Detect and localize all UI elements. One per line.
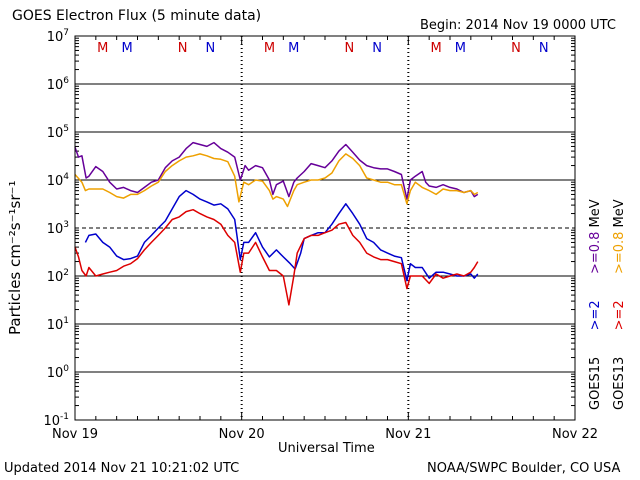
- x-tick-label: Nov 21: [385, 427, 431, 442]
- x-tick-labels: Nov 19 Nov 20 Nov 21 Nov 22: [52, 427, 598, 442]
- event-marker: M: [431, 41, 442, 56]
- event-marker: N: [511, 41, 521, 56]
- x-tick-label: Nov 19: [52, 427, 98, 442]
- event-marker: N: [178, 41, 188, 56]
- event-marker: N: [206, 41, 216, 56]
- series-line-3: [74, 208, 479, 306]
- series-line-0: [74, 141, 479, 200]
- legend-goes13-unit: MeV: [612, 199, 627, 228]
- event-marker: N: [372, 41, 382, 56]
- y-tick-label: 106: [47, 76, 70, 93]
- legend-goes13-sat: GOES13: [612, 356, 627, 410]
- y-tick-label: 107: [47, 28, 69, 45]
- event-marker: M: [264, 41, 275, 56]
- y-tick-label: 103: [47, 220, 69, 237]
- event-marker: M: [455, 41, 466, 56]
- y-tick-label: 10-1: [43, 412, 69, 429]
- event-marker: N: [539, 41, 549, 56]
- updated-time: Updated 2014 Nov 21 10:21:02 UTC: [4, 461, 240, 476]
- series-lines: [74, 141, 479, 306]
- series-line-1: [74, 153, 479, 208]
- gridlines: [75, 83, 575, 373]
- y-axis-label: Particles cm⁻²s⁻¹sr⁻¹: [6, 180, 24, 335]
- legend-goes13-2mev: >=2: [612, 300, 627, 331]
- x-tick-label: Nov 20: [219, 427, 265, 442]
- y-tick-label: 105: [47, 124, 69, 141]
- x-tick-label: Nov 22: [552, 427, 598, 442]
- minor-ticks: [74, 36, 576, 420]
- chart-title: GOES Electron Flux (5 minute data): [12, 8, 262, 24]
- source-credit: NOAA/SWPC Boulder, CO USA: [427, 461, 621, 476]
- legend-goes13-08mev: >=0.8: [612, 231, 627, 275]
- plot-frame: [74, 35, 576, 421]
- y-tick-labels: 107 106 105 104 103 102 101 100 10-1: [43, 28, 69, 429]
- legend-goes13: GOES13 >=2 >=0.8 MeV: [612, 199, 627, 410]
- legend-goes15-2mev: >=2: [588, 300, 603, 331]
- y-tick-label: 104: [47, 172, 70, 189]
- series-line-2: [84, 189, 479, 282]
- legend-goes15-08mev: >=0.8: [588, 231, 603, 275]
- x-axis-label: Universal Time: [278, 441, 375, 456]
- y-tick-label: 102: [47, 268, 69, 285]
- legend-goes15-sat: GOES15: [588, 356, 603, 410]
- event-marker: M: [121, 41, 132, 56]
- legend-goes15-unit: MeV: [588, 199, 603, 228]
- event-marker: M: [97, 41, 108, 56]
- event-marker: M: [288, 41, 299, 56]
- y-tick-label: 100: [47, 364, 70, 381]
- day-separators: [240, 36, 410, 420]
- y-tick-label: 101: [47, 316, 69, 333]
- event-marker: N: [344, 41, 354, 56]
- legend-goes15: GOES15 >=2 >=0.8 MeV: [588, 199, 603, 410]
- begin-time: Begin: 2014 Nov 19 0000 UTC: [420, 18, 616, 33]
